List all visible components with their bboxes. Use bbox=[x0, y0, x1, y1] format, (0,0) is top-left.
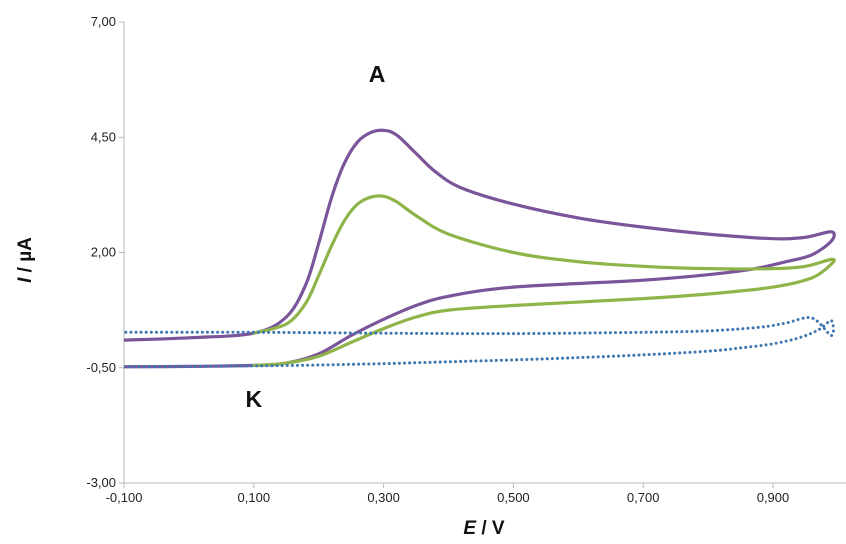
y-tick-label: -3,00 bbox=[86, 475, 116, 490]
x-tick-label: 0,700 bbox=[627, 490, 660, 505]
series-line-3 bbox=[124, 316, 835, 368]
annotations: AK bbox=[245, 61, 385, 412]
series-line-1 bbox=[124, 128, 836, 369]
annotation-k: K bbox=[245, 386, 262, 412]
x-tick-label: 0,500 bbox=[497, 490, 530, 505]
x-tick-label: 0,900 bbox=[757, 490, 790, 505]
y-tick-label: -0,50 bbox=[86, 360, 116, 375]
series-lines bbox=[124, 128, 836, 369]
axes bbox=[119, 21, 846, 488]
x-tick-label: -0,100 bbox=[106, 490, 143, 505]
x-tick-label: 0,100 bbox=[238, 490, 271, 505]
tick-labels: -3,00 -0,50 2,00 4,50 7,00 -0,100 0,100 0,300 0,… bbox=[86, 14, 789, 505]
annotation-a: A bbox=[369, 61, 386, 87]
x-tick-label: 0,300 bbox=[367, 490, 400, 505]
y-tick-label: 7,00 bbox=[91, 14, 116, 29]
x-axis-label: E / V bbox=[463, 518, 505, 539]
y-axis-label: I / µA bbox=[15, 237, 36, 283]
y-tick-label: 2,00 bbox=[91, 245, 116, 260]
y-tick-label: 4,50 bbox=[91, 129, 116, 144]
series-line-2 bbox=[252, 194, 836, 367]
